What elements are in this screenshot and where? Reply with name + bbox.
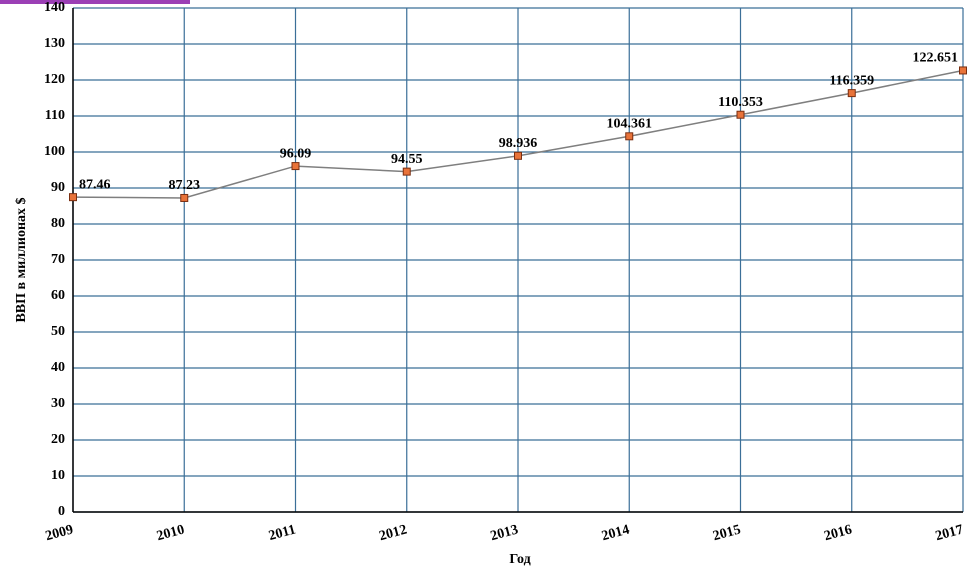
- marker: [402, 167, 411, 176]
- data-label: 87.23: [169, 178, 201, 193]
- data-label: 98.936: [499, 136, 538, 151]
- y-tick-label: 30: [51, 396, 65, 411]
- data-label: 116.359: [829, 73, 874, 88]
- y-tick-label: 140: [44, 0, 65, 15]
- x-tick-label: 2017: [934, 522, 965, 544]
- marker: [514, 151, 522, 160]
- y-tick-label: 40: [51, 360, 65, 375]
- y-tick-label: 130: [44, 36, 65, 51]
- y-tick-label: 90: [51, 180, 65, 195]
- y-tick-label: 50: [51, 324, 65, 339]
- x-tick-label: 2011: [267, 522, 297, 544]
- x-tick-label: 2013: [489, 522, 520, 544]
- x-axis-label: Год: [509, 552, 530, 567]
- y-tick-label: 110: [45, 108, 65, 123]
- marker: [847, 89, 856, 98]
- data-label: 104.361: [607, 117, 653, 132]
- data-label: 87.46: [79, 177, 111, 192]
- marker: [180, 193, 189, 202]
- x-tick-label: 2016: [823, 522, 854, 544]
- data-label: 96.09: [280, 146, 312, 161]
- data-label: 94.55: [391, 152, 423, 167]
- marker: [291, 162, 300, 171]
- y-axis-label: ВВП в миллионах $: [14, 197, 29, 322]
- y-tick-label: 0: [58, 504, 65, 519]
- data-label: 110.353: [718, 95, 763, 110]
- x-tick-label: 2014: [600, 522, 631, 544]
- top-bar: [0, 0, 190, 4]
- y-tick-label: 100: [44, 144, 65, 159]
- x-tick-label: 2010: [155, 522, 186, 544]
- y-tick-label: 70: [51, 252, 65, 267]
- marker: [959, 66, 967, 75]
- marker: [69, 193, 77, 202]
- marker: [625, 132, 634, 141]
- marker: [736, 110, 745, 119]
- y-tick-label: 10: [51, 468, 65, 483]
- x-tick-label: 2015: [711, 522, 742, 544]
- x-tick-label: 2012: [378, 522, 409, 544]
- x-tick-label: 2009: [44, 522, 75, 544]
- y-tick-label: 60: [51, 288, 65, 303]
- data-label: 122.651: [913, 51, 959, 66]
- y-tick-label: 120: [44, 72, 65, 87]
- y-tick-label: 20: [51, 432, 65, 447]
- y-tick-label: 80: [51, 216, 65, 231]
